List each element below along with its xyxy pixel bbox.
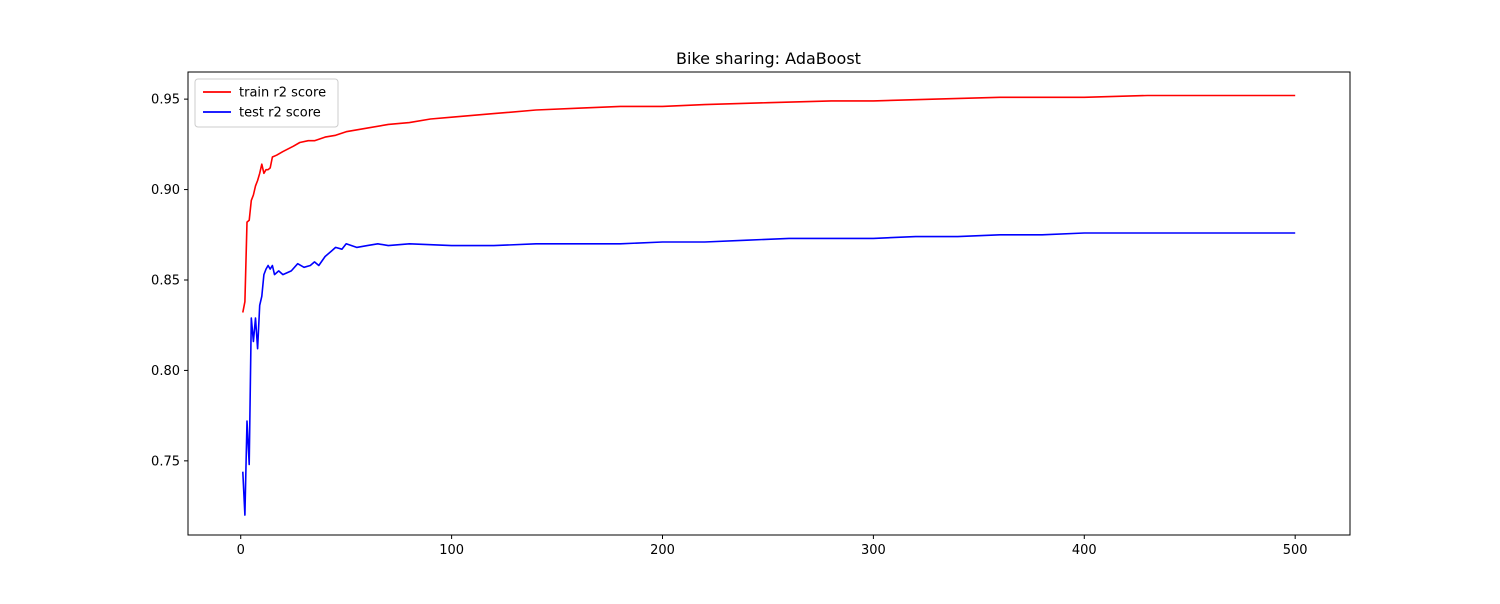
plot-frame: [187, 71, 1351, 536]
x-axis: 0 100 200 300 400 500: [237, 535, 1308, 558]
series-layer: [242, 94, 1296, 516]
y-tick-label: 0.75: [151, 454, 180, 469]
y-tick-label: 0.80: [151, 364, 180, 379]
y-axis: 0.75 0.80 0.85 0.90 0.95: [151, 93, 188, 469]
y-tick-label: 0.85: [151, 273, 180, 288]
chart-title: Bike sharing: AdaBoost: [676, 49, 861, 68]
legend-label: test r2 score: [239, 106, 321, 121]
x-tick-label: 300: [861, 543, 886, 558]
x-tick-label: 500: [1283, 543, 1308, 558]
legend: train r2 score test r2 score: [194, 78, 339, 128]
y-tick-label: 0.95: [151, 93, 180, 108]
x-tick-label: 100: [439, 543, 464, 558]
legend-box: [194, 78, 339, 128]
x-tick-label: 200: [650, 543, 675, 558]
legend-label: train r2 score: [239, 86, 326, 101]
x-tick-label: 0: [237, 543, 245, 558]
x-tick-label: 400: [1072, 543, 1097, 558]
series-line-test: [242, 232, 1296, 516]
series-line-train: [242, 94, 1296, 313]
y-tick-label: 0.90: [151, 183, 180, 198]
